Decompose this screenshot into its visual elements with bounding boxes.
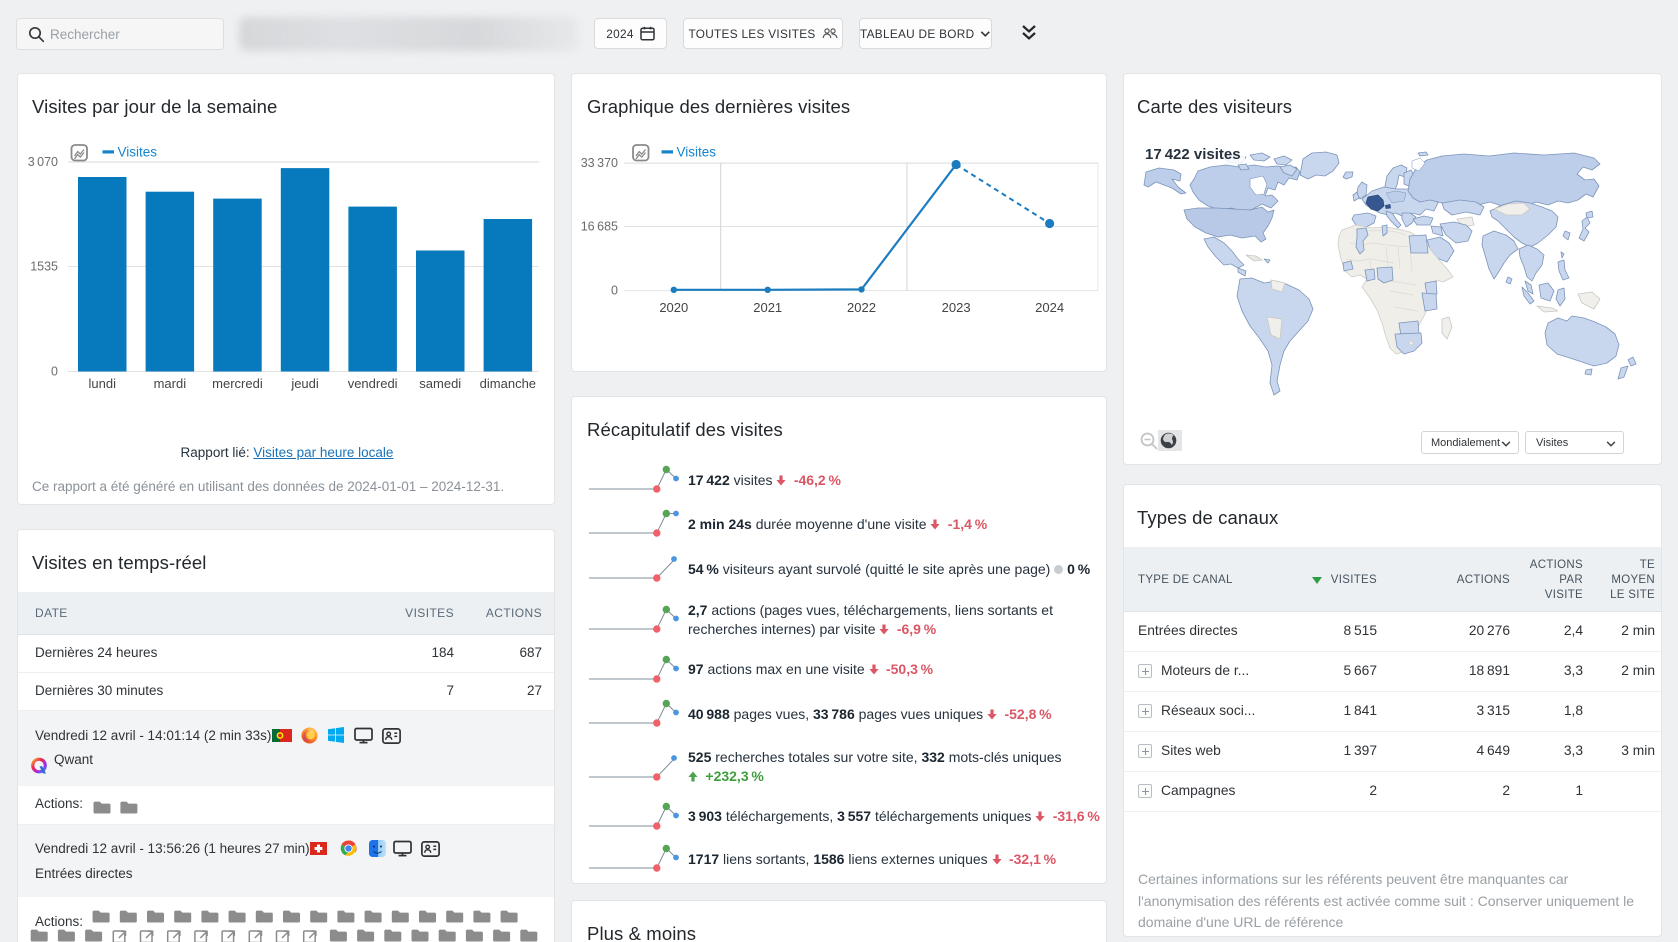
- svg-text:0: 0: [51, 365, 58, 379]
- svg-text:Visites: Visites: [118, 145, 158, 160]
- svg-text:2021: 2021: [753, 300, 782, 315]
- svg-text:vendredi: vendredi: [348, 376, 398, 391]
- svg-text:33 370: 33 370: [581, 156, 618, 170]
- svg-text:mardi: mardi: [154, 376, 187, 391]
- svg-text:lundi: lundi: [89, 376, 117, 391]
- svg-text:2024: 2024: [1035, 300, 1064, 315]
- svg-text:3 070: 3 070: [28, 155, 58, 169]
- svg-text:16 685: 16 685: [581, 220, 618, 234]
- svg-text:2020: 2020: [659, 300, 688, 315]
- svg-text:Visites: Visites: [677, 145, 717, 160]
- svg-text:0: 0: [611, 284, 618, 298]
- svg-text:mercredi: mercredi: [212, 376, 263, 391]
- svg-text:1535: 1535: [30, 260, 58, 274]
- svg-text:jeudi: jeudi: [290, 376, 319, 391]
- svg-text:2022: 2022: [847, 300, 876, 315]
- svg-text:dimanche: dimanche: [480, 376, 536, 391]
- svg-text:2023: 2023: [942, 300, 971, 315]
- svg-text:samedi: samedi: [419, 376, 461, 391]
